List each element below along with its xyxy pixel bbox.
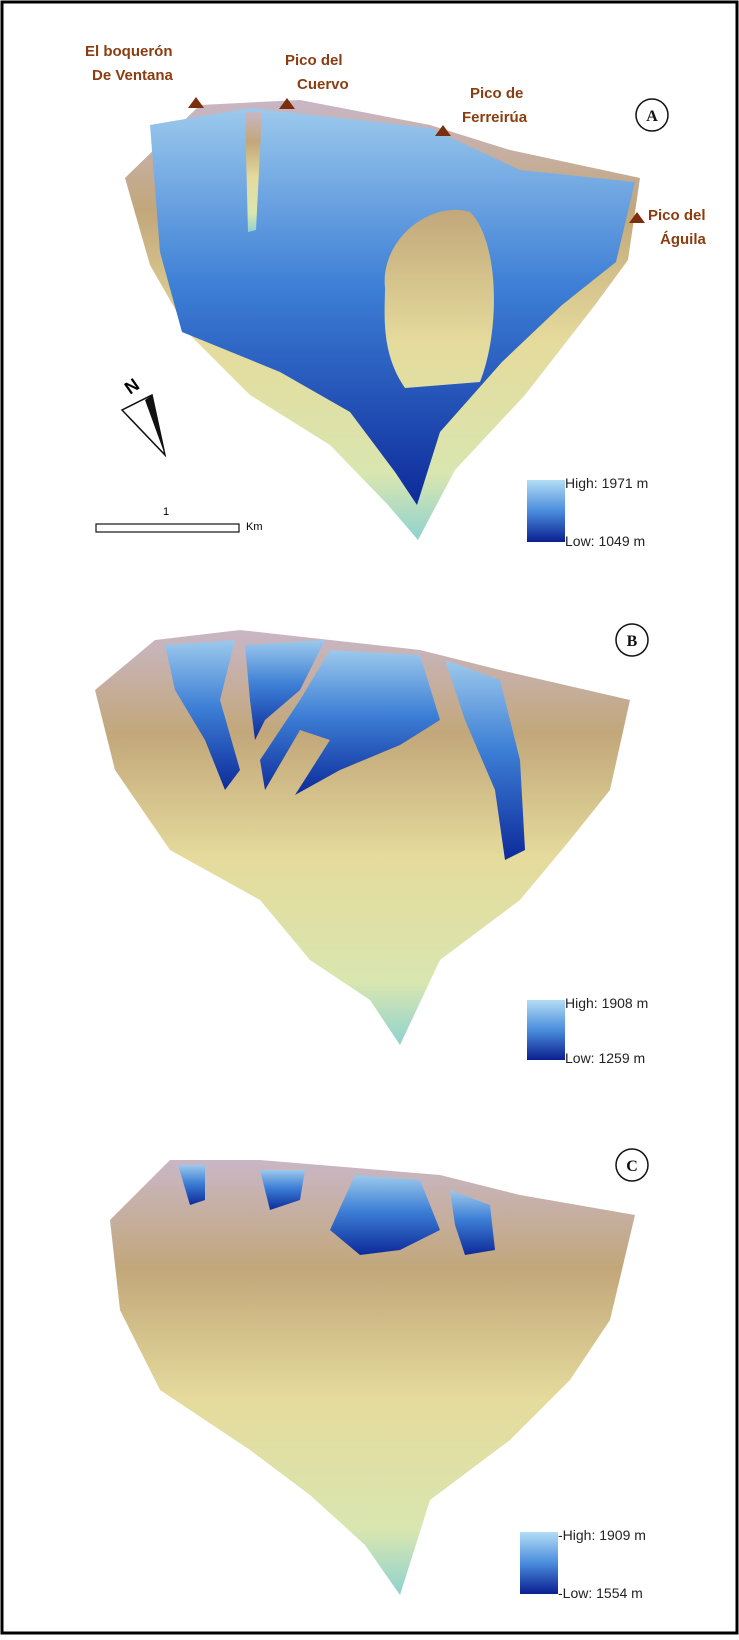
scale-unit: Km [246,521,263,533]
legend-swatch [527,1000,565,1060]
peak-label-line: Cuervo [297,76,349,93]
peak-label-line: Pico de [470,85,523,102]
legend-high: High: 1971 m [565,475,648,491]
legend-high: High: 1908 m [565,995,648,1011]
legend-swatch [520,1532,558,1594]
legend-low: Low: 1049 m [565,533,645,549]
peak-label-line: De Ventana [92,67,174,84]
peak-label-line: El boquerón [85,43,173,60]
panel-letter: B [627,633,638,650]
legend-low: -Low: 1554 m [558,1585,643,1601]
peak-label-line: Águila [660,231,706,248]
legend-swatch [527,480,565,542]
figure: El boquerón De Ventana Pico del Cuervo Pic… [0,0,739,1635]
peak-label-line: Pico del [285,52,343,69]
scale-distance: 1 [163,506,169,518]
peak-label-line: Pico del [648,207,706,224]
panel-letter: C [626,1158,638,1175]
legend-high: -High: 1909 m [558,1527,646,1543]
panel-letter: A [646,108,658,125]
peak-label-line: Ferreirúa [462,109,528,126]
legend-low: Low: 1259 m [565,1050,645,1066]
scale-bar-rect [96,524,239,532]
